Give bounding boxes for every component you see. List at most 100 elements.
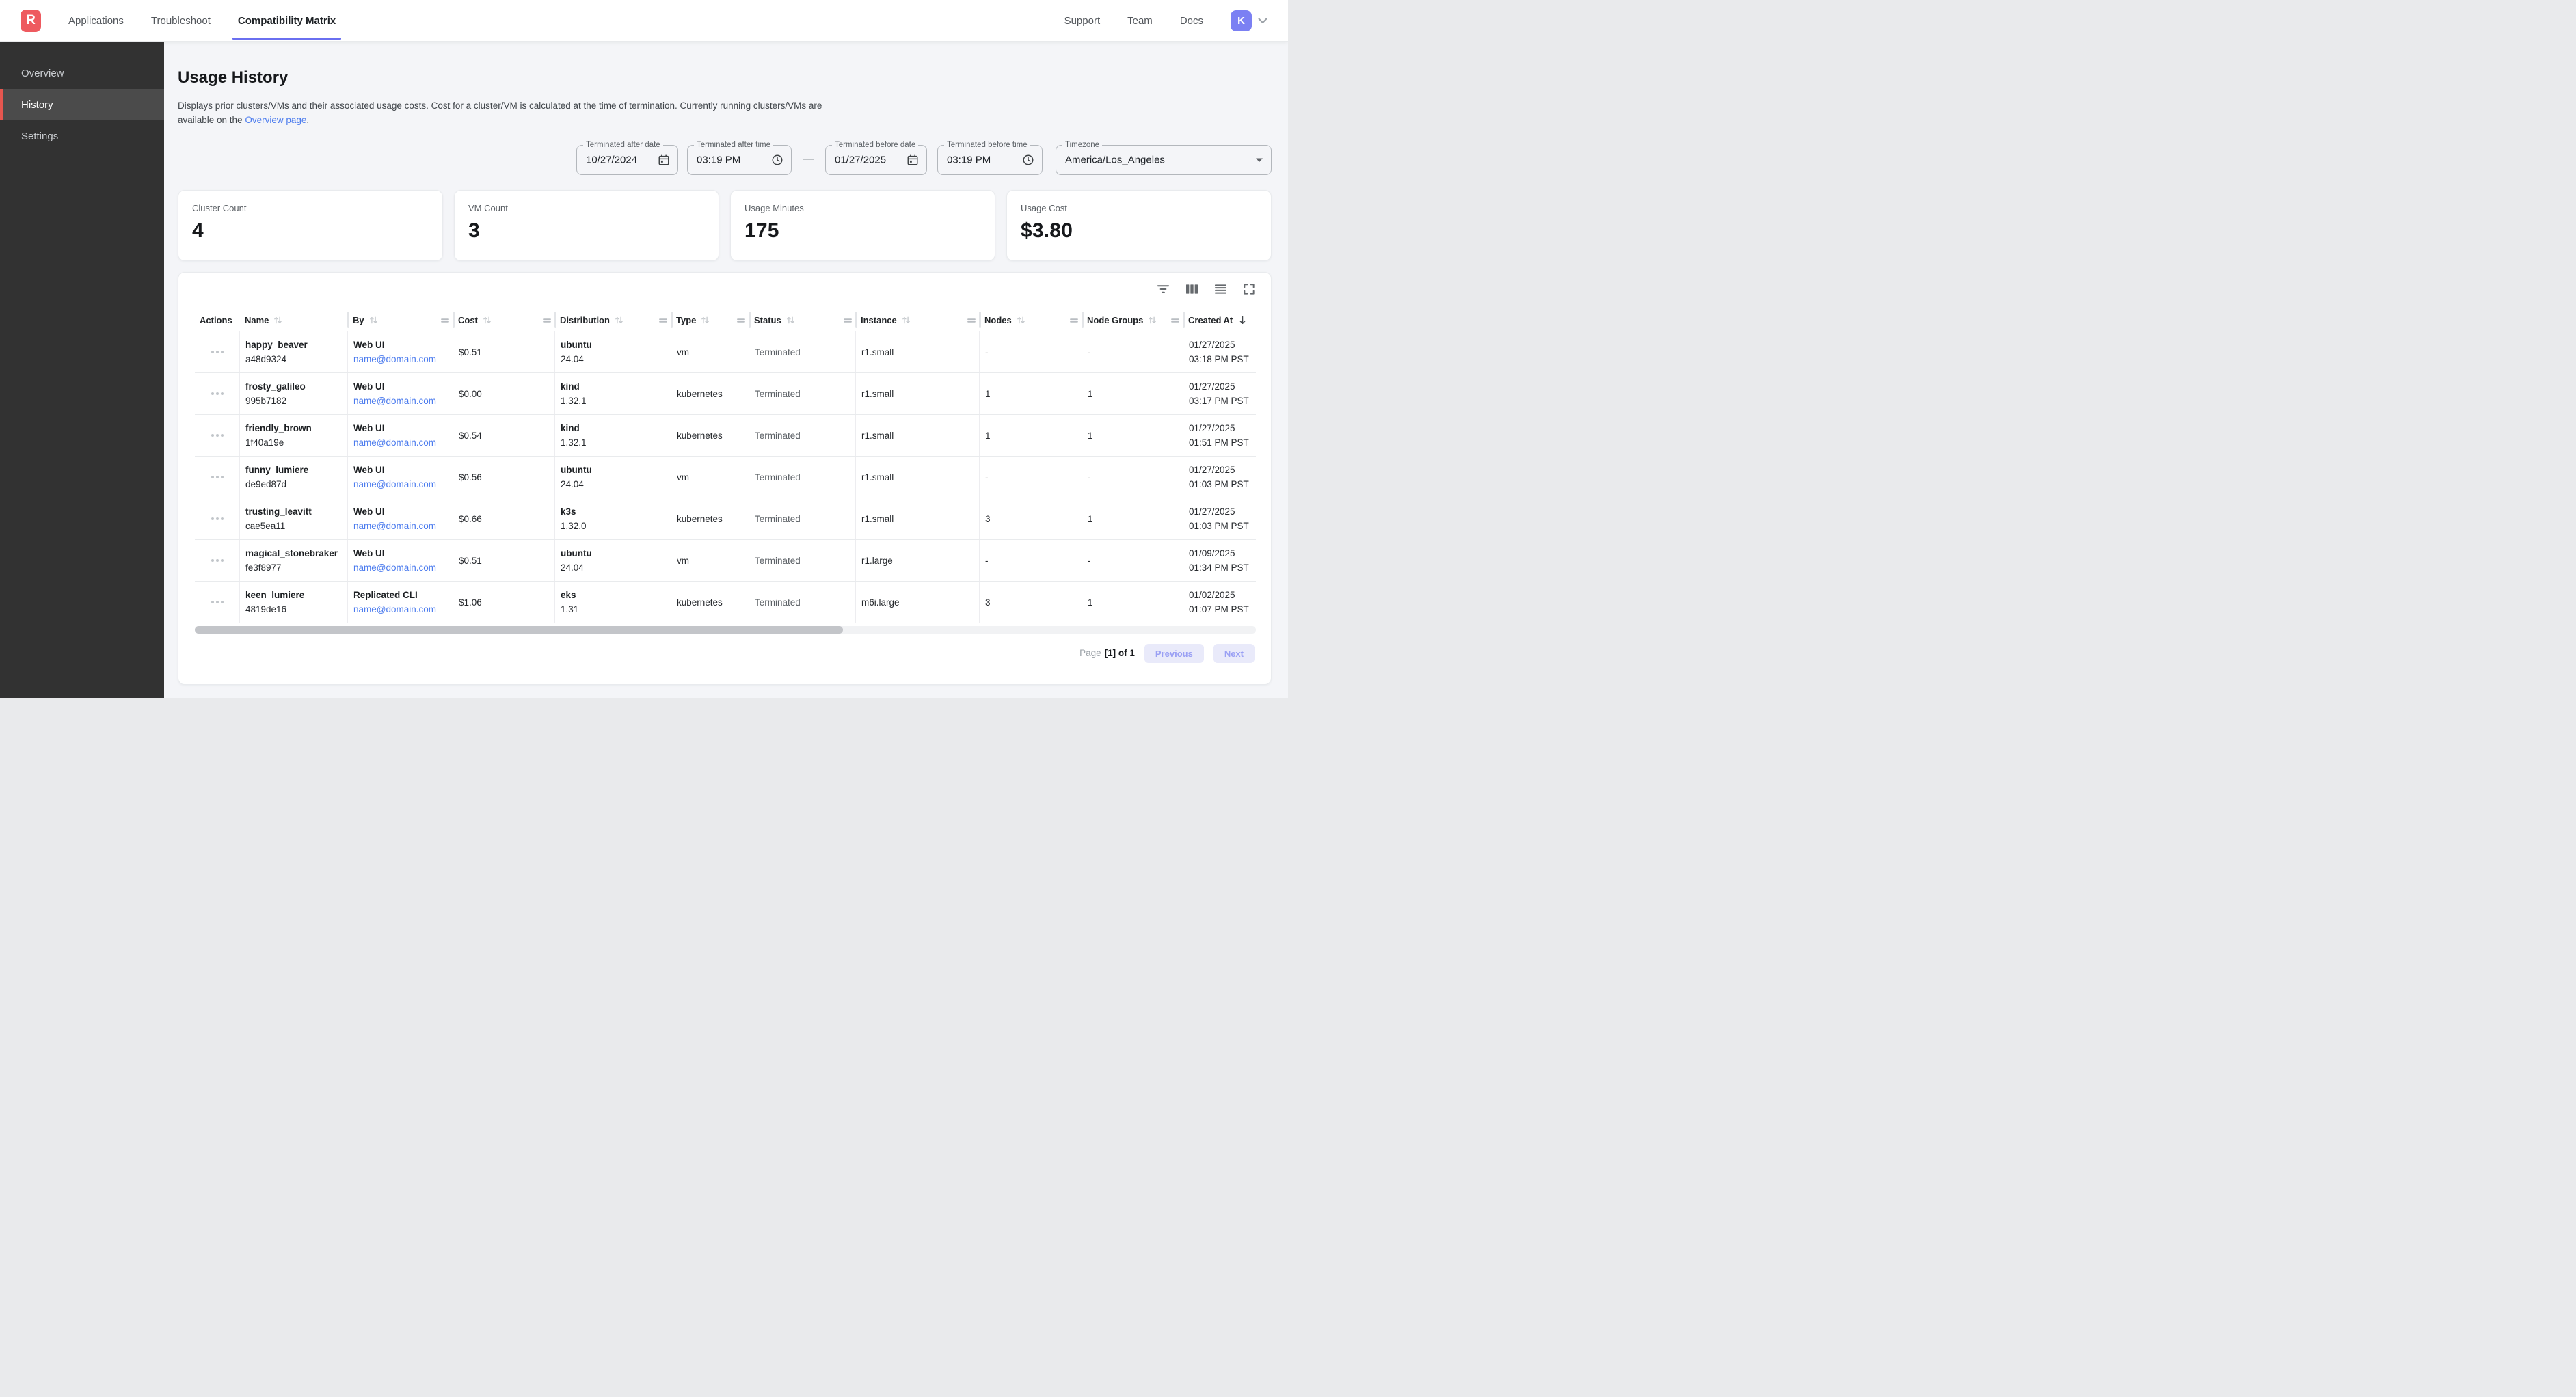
sort-icon[interactable] xyxy=(483,316,492,325)
column-header-created_at[interactable]: Created At xyxy=(1182,310,1256,331)
cell-instance: r1.large xyxy=(856,540,980,581)
avatar[interactable]: K xyxy=(1231,10,1252,31)
nav-compatibility-matrix[interactable]: Compatibility Matrix xyxy=(232,0,342,41)
columns-icon[interactable] xyxy=(1185,282,1198,296)
select-caret-icon[interactable] xyxy=(1255,157,1263,163)
horizontal-scrollbar-track[interactable] xyxy=(195,626,1256,634)
pagination: Page [1] of 1 Previous Next xyxy=(1079,644,1255,663)
calendar-icon[interactable] xyxy=(907,154,919,166)
sort-icon[interactable] xyxy=(701,316,710,325)
column-menu-icon[interactable] xyxy=(659,317,667,324)
type-value: vm xyxy=(677,472,689,483)
nav-team[interactable]: Team xyxy=(1127,14,1153,27)
sidebar-item-settings[interactable]: Settings xyxy=(21,130,59,142)
terminated-after-date-field[interactable]: Terminated after date 10/27/2024 xyxy=(576,141,678,175)
cell-node-groups: 1 xyxy=(1082,498,1183,539)
sort-icon[interactable] xyxy=(902,316,911,325)
column-label: Instance xyxy=(861,315,897,325)
cell-actions xyxy=(195,582,240,623)
cluster-name: magical_stonebraker xyxy=(245,548,338,558)
type-value: kubernetes xyxy=(677,430,723,441)
cost-value: $0.51 xyxy=(459,555,482,566)
terminated-after-time-field[interactable]: Terminated after time 03:19 PM xyxy=(687,141,792,175)
sort-icon[interactable] xyxy=(273,316,282,325)
terminated-before-date-field[interactable]: Terminated before date 01/27/2025 xyxy=(825,141,927,175)
account-menu[interactable]: K xyxy=(1231,10,1267,31)
cell-distribution: kind 1.32.1 xyxy=(555,415,671,456)
fullscreen-icon[interactable] xyxy=(1242,282,1256,296)
node-groups-value: 1 xyxy=(1088,388,1093,399)
cell-actions xyxy=(195,457,240,498)
cell-distribution: eks 1.31 xyxy=(555,582,671,623)
cell-status: Terminated xyxy=(749,540,856,581)
nav-applications[interactable]: Applications xyxy=(68,14,124,27)
previous-page-button[interactable]: Previous xyxy=(1144,644,1204,663)
row-actions-button[interactable] xyxy=(209,390,226,398)
created-by-email-link[interactable]: name@domain.com xyxy=(353,479,437,489)
cell-node-groups: - xyxy=(1082,331,1183,372)
row-actions-button[interactable] xyxy=(209,431,226,439)
row-actions-button[interactable] xyxy=(209,598,226,606)
row-actions-button[interactable] xyxy=(209,515,226,523)
column-header-nodes[interactable]: Nodes xyxy=(978,310,1082,331)
column-header-name[interactable]: Name xyxy=(240,310,348,331)
filter-icon[interactable] xyxy=(1156,282,1170,296)
row-actions-button[interactable] xyxy=(209,556,226,565)
nav-troubleshoot[interactable]: Troubleshoot xyxy=(150,14,211,27)
sort-icon[interactable] xyxy=(1148,316,1157,325)
clock-icon[interactable] xyxy=(1022,154,1034,166)
cell-node-groups: - xyxy=(1082,540,1183,581)
column-menu-icon[interactable] xyxy=(967,317,976,324)
sort-icon[interactable] xyxy=(615,316,623,325)
created-by-email-link[interactable]: name@domain.com xyxy=(353,354,437,364)
sort-desc-icon[interactable] xyxy=(1237,315,1248,325)
cell-created-at: 01/27/2025 01:03 PM PST xyxy=(1183,498,1256,539)
column-label: Nodes xyxy=(984,315,1012,325)
created-by-email-link[interactable]: name@domain.com xyxy=(353,562,437,573)
clock-icon[interactable] xyxy=(771,154,783,166)
replicated-logo[interactable]: R xyxy=(21,9,41,32)
horizontal-scrollbar-thumb[interactable] xyxy=(195,626,843,634)
calendar-icon[interactable] xyxy=(658,154,670,166)
sidebar-item-overview[interactable]: Overview xyxy=(21,67,64,79)
sort-icon[interactable] xyxy=(1017,316,1025,325)
chevron-down-icon[interactable] xyxy=(1258,18,1267,24)
sort-icon[interactable] xyxy=(369,316,378,325)
created-by-email-link[interactable]: name@domain.com xyxy=(353,437,437,448)
created-time: 01:51 PM PST xyxy=(1189,437,1249,448)
cell-by: Web UI name@domain.com xyxy=(348,373,453,414)
nav-docs[interactable]: Docs xyxy=(1179,14,1203,27)
column-menu-icon[interactable] xyxy=(543,317,551,324)
column-header-status[interactable]: Status xyxy=(748,310,856,331)
column-menu-icon[interactable] xyxy=(1070,317,1078,324)
column-header-distribution[interactable]: Distribution xyxy=(554,310,671,331)
created-by-email-link[interactable]: name@domain.com xyxy=(353,604,437,614)
distribution-version: 24.04 xyxy=(561,562,584,573)
column-menu-icon[interactable] xyxy=(441,317,449,324)
sidebar-item-history[interactable]: History xyxy=(0,89,164,120)
created-by-source: Web UI xyxy=(353,381,385,392)
column-header-instance[interactable]: Instance xyxy=(855,310,980,331)
created-by-email-link[interactable]: name@domain.com xyxy=(353,396,437,406)
column-header-node_groups[interactable]: Node Groups xyxy=(1081,310,1183,331)
column-header-cost[interactable]: Cost xyxy=(452,310,555,331)
next-page-button[interactable]: Next xyxy=(1213,644,1255,663)
field-label: Terminated after time xyxy=(694,141,774,150)
created-by-email-link[interactable]: name@domain.com xyxy=(353,521,437,531)
cell-name: friendly_brown 1f40a19e xyxy=(240,415,348,456)
cell-status: Terminated xyxy=(749,498,856,539)
terminated-before-time-field[interactable]: Terminated before time 03:19 PM xyxy=(937,141,1043,175)
timezone-select[interactable]: Timezone America/Los_Angeles xyxy=(1056,141,1272,175)
column-header-by[interactable]: By xyxy=(347,310,453,331)
nav-support[interactable]: Support xyxy=(1064,14,1101,27)
row-actions-button[interactable] xyxy=(209,473,226,481)
sort-icon[interactable] xyxy=(786,316,795,325)
row-actions-button[interactable] xyxy=(209,348,226,356)
density-icon[interactable] xyxy=(1213,282,1227,296)
cell-created-at: 01/09/2025 01:34 PM PST xyxy=(1183,540,1256,581)
column-menu-icon[interactable] xyxy=(737,317,745,324)
column-header-type[interactable]: Type xyxy=(670,310,749,331)
column-menu-icon[interactable] xyxy=(844,317,852,324)
column-menu-icon[interactable] xyxy=(1171,317,1179,324)
overview-page-link[interactable]: Overview page xyxy=(245,115,307,125)
